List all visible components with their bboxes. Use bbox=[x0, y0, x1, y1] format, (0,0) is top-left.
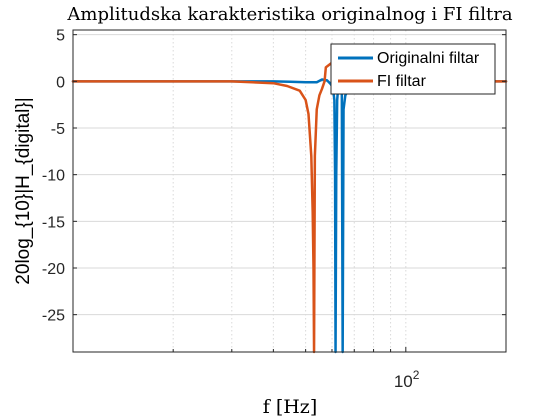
axes-box bbox=[72, 29, 507, 353]
y-tick-label: -25 bbox=[42, 308, 65, 325]
legend-label-fi-filtar: FI filtar bbox=[377, 73, 427, 90]
y-tick-label: -20 bbox=[42, 261, 65, 278]
y-tick-label: -5 bbox=[51, 121, 65, 138]
x-tick-label-exponent: 2 bbox=[413, 368, 420, 382]
y-axis-label: 20log_{10}|H_{digital}| bbox=[13, 97, 34, 284]
x-tick-label: 102 bbox=[394, 368, 420, 391]
legend-label-originalni-filtar: Originalni filtar bbox=[377, 50, 480, 67]
legend: Originalni filtar FI filtar bbox=[330, 43, 496, 95]
y-tick-label: -15 bbox=[42, 214, 65, 231]
legend-box bbox=[330, 43, 496, 95]
x-axis-label: f [Hz] bbox=[263, 396, 317, 418]
tick-labels: 5 0 -5 -10 -15 -20 -25 102 bbox=[42, 28, 507, 391]
y-tick-label: -10 bbox=[42, 168, 65, 185]
y-tick-label: 0 bbox=[56, 74, 65, 91]
y-tick-label: 5 bbox=[56, 28, 65, 45]
chart-title: Amplitudska karakteristika originalnog i… bbox=[66, 4, 512, 25]
x-tick-label-base: 10 bbox=[394, 372, 413, 391]
